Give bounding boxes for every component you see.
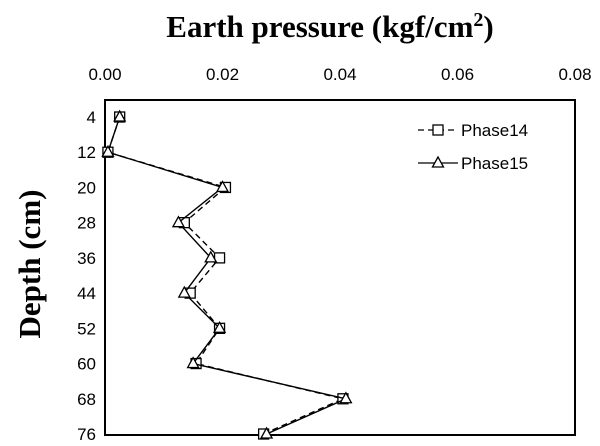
legend: Phase14 Phase15 (418, 121, 528, 173)
y-tick-label: 4 (87, 108, 96, 127)
data-point-phase15 (212, 320, 227, 333)
plot-frame (104, 99, 576, 436)
legend-item-phase14: Phase14 (418, 121, 528, 140)
legend-item-phase15: Phase15 (418, 154, 528, 173)
legend-marker-phase14 (432, 124, 444, 136)
y-tick-label: 36 (77, 249, 96, 268)
series-line-phase15 (107, 116, 349, 435)
data-point-phase15 (215, 180, 230, 193)
series-phase15 (101, 109, 353, 439)
chart-title-main: Earth pressure (kgf/cm (166, 9, 473, 44)
data-point-phase15 (204, 250, 218, 263)
chart-title-superscript: 2 (473, 9, 483, 31)
series-layer (101, 109, 353, 440)
data-point-phase15 (186, 356, 200, 369)
legend-label-phase15: Phase15 (461, 154, 528, 173)
data-point-phase15 (113, 109, 127, 122)
data-point-phase15 (177, 285, 191, 298)
y-tick-label: 68 (77, 390, 96, 409)
x-tick-label: 0.00 (88, 65, 121, 84)
y-tick-label: 12 (77, 143, 96, 162)
legend-marker-phase15 (431, 155, 445, 168)
data-point-phase15 (101, 144, 115, 157)
y-tick-label: 20 (77, 178, 96, 197)
x-axis-ticks: 0.00 0.02 0.04 0.06 0.08 (88, 65, 591, 84)
x-tick-label: 0.02 (206, 65, 239, 84)
y-tick-label: 60 (77, 355, 96, 374)
y-axis-ticks: 4 12 20 28 36 44 52 60 68 76 (77, 108, 96, 444)
series-phase14 (102, 111, 349, 440)
x-tick-label: 0.04 (323, 65, 356, 84)
y-tick-label: 44 (77, 284, 96, 303)
chart-title-suffix: ) (483, 9, 493, 44)
data-point-phase15 (171, 215, 186, 228)
y-axis-label: Depth (cm) (12, 190, 47, 339)
y-tick-label: 76 (77, 425, 96, 444)
legend-label-phase14: Phase14 (461, 121, 528, 140)
x-tick-label: 0.06 (441, 65, 474, 84)
data-point-phase15 (339, 391, 353, 404)
data-point-phase15 (259, 426, 274, 439)
series-line-phase14 (107, 116, 346, 435)
chart-title: Earth pressure (kgf/cm2) (166, 9, 493, 44)
x-tick-label: 0.08 (558, 65, 591, 84)
y-tick-label: 28 (77, 214, 96, 233)
y-tick-label: 52 (77, 319, 96, 338)
